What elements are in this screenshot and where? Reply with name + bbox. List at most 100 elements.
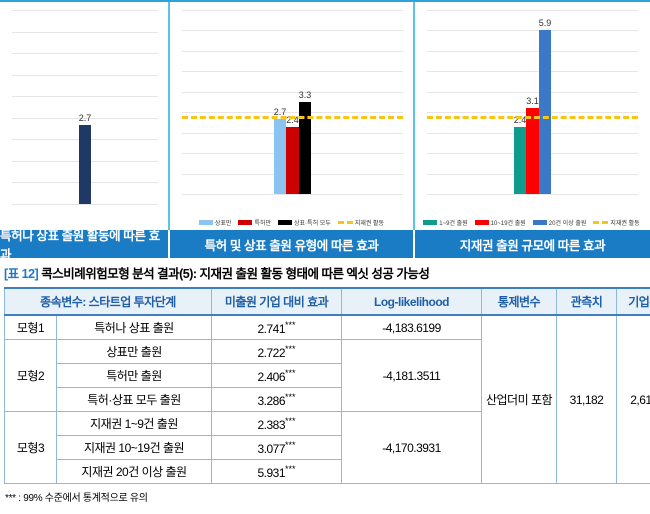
effect-value: 2.383*** — [211, 411, 342, 436]
model-label: 모형2 — [4, 339, 57, 412]
control-variable-value: 산업더미 포함 — [481, 314, 557, 484]
bar-value-label: 3.3 — [298, 90, 312, 100]
legend-swatch — [337, 221, 353, 224]
variable-label: 특허만 출원 — [56, 363, 212, 388]
results-table: 종속변수: 스타트업 투자단계 미출원 기업 대비 효과 Log-likelih… — [4, 287, 650, 484]
legend-item: 상표만 — [198, 218, 232, 227]
model-label: 모형3 — [4, 411, 57, 484]
legend-swatch — [198, 220, 213, 225]
legend-label: 상표만 — [214, 221, 232, 227]
plot-area-3: 2.4 3.1 5.9 — [427, 10, 638, 195]
variable-label: 지재권 1~9건 출원 — [56, 411, 212, 436]
bar-item: 3.3 — [298, 10, 312, 194]
panel-captions: 특허나 상표 출원 활동에 따른 효과 특허 및 상표 출원 유형에 따른 효과… — [0, 229, 650, 262]
table-title: [표 12] 콕스비례위험모형 분석 결과(5): 지재권 출원 활동 형태에 … — [0, 256, 650, 287]
bar-rect — [78, 124, 92, 204]
table-row: 특허만 출원 2.406*** — [5, 363, 650, 388]
legend-item: 지재권 활동 — [337, 218, 385, 227]
legend-swatch — [423, 220, 438, 225]
variable-label: 특허나 상표 출원 — [56, 314, 212, 340]
reference-line-3 — [427, 115, 638, 119]
variable-label: 특허·상표 모두 출원 — [56, 387, 212, 412]
legend-label: 20건 이상 출원 — [548, 221, 587, 227]
legend-item: 지재권 활동 — [593, 218, 640, 227]
legend-swatch — [593, 221, 609, 224]
bar-value-label: 2.4 — [513, 115, 527, 126]
bar-item: 3.1 — [526, 10, 539, 194]
bar-value-label: 5.9 — [538, 17, 552, 28]
legend-label: 지재권 활동 — [354, 221, 385, 227]
effect-value: 5.931*** — [211, 459, 342, 484]
legend-item: 1~9건 출원 — [423, 218, 468, 227]
reference-line-2 — [182, 115, 403, 119]
plot-area-2: 2.7 2.4 3.3 — [182, 10, 403, 195]
bar-rect — [538, 29, 552, 194]
table-header-row: 종속변수: 스타트업 투자단계 미출원 기업 대비 효과 Log-likelih… — [4, 287, 650, 316]
bar-item: 2.4 — [286, 10, 299, 194]
model-label: 모형1 — [4, 314, 57, 340]
panel-caption-3: 지재권 출원 규모에 따른 효과 — [415, 230, 650, 258]
loglikelihood-value: -4,183.6199 — [341, 314, 482, 340]
legend-label: 1~9건 출원 — [439, 221, 468, 227]
chart-figure: 2.7 2.7 2.4 3.3 상표만 특허만 상표·특허 모두 지재권 활동 2.4 3.… — [0, 0, 650, 262]
header-observations: 관측치 — [556, 287, 617, 316]
header-firms: 기업수 — [616, 287, 650, 316]
legend-label: 상표·특허 모두 — [294, 221, 331, 227]
bar-rect — [526, 107, 539, 194]
bar-group-3: 2.4 3.1 5.9 — [427, 10, 638, 194]
effect-value: 3.077*** — [211, 435, 342, 460]
header-dependent-variable: 종속변수: 스타트업 투자단계 — [4, 287, 212, 316]
legend-label: 10~19건 출원 — [490, 221, 526, 227]
variable-label: 지재권 10~19건 출원 — [56, 435, 212, 460]
legend-label: 특허만 — [254, 221, 272, 227]
bar-item: 2.7 — [78, 10, 92, 204]
plot-area-1: 2.7 — [12, 10, 158, 205]
header-control-variable: 통제변수 — [481, 287, 557, 316]
bar-item: 5.9 — [538, 10, 552, 194]
table-row: 모형1 특허나 상표 출원 2.741*** -4,183.6199 산업더미 포함 31… — [4, 314, 650, 484]
legend-swatch — [238, 220, 253, 225]
legend-item: 특허만 — [238, 218, 271, 227]
chart-panel-2: 2.7 2.4 3.3 상표만 특허만 상표·특허 모두 지재권 활동 — [170, 2, 415, 230]
bar-rect — [273, 118, 287, 194]
significance-marker: *** — [285, 319, 296, 330]
significance-marker: *** — [285, 439, 296, 450]
variable-label: 상표만 출원 — [56, 339, 212, 364]
header-effect: 미출원 기업 대비 효과 — [211, 287, 342, 316]
effect-value: 2.741*** — [211, 314, 342, 340]
bar-value-label: 2.4 — [286, 115, 299, 126]
bar-group-2: 2.7 2.4 3.3 — [182, 10, 403, 194]
bar-item: 2.7 — [273, 10, 287, 194]
effect-value: 3.286*** — [211, 387, 342, 412]
firms-value: 2,615 — [616, 314, 650, 484]
panel-caption-1: 특허나 상표 출원 활동에 따른 효과 — [0, 229, 170, 262]
bar-value-label: 2.7 — [78, 112, 92, 123]
loglikelihood-value: -4,170.3931 — [341, 411, 482, 484]
legend-2: 상표만 특허만 상표·특허 모두 지재권 활동 — [170, 218, 413, 227]
header-loglikelihood: Log-likelihood — [341, 287, 482, 316]
table-note: *** : 99% 수준에서 통계적으로 유의 — [5, 493, 148, 504]
significance-marker: *** — [285, 415, 296, 426]
legend-item: 10~19건 출원 — [474, 218, 526, 227]
chart-panels: 2.7 2.7 2.4 3.3 상표만 특허만 상표·특허 모두 지재권 활동 2.4 3.… — [0, 2, 650, 230]
legend-3: 1~9건 출원 10~19건 출원 20건 이상 출원 지재권 활동 — [415, 218, 648, 227]
bar-item: 2.4 — [513, 10, 527, 194]
effect-value: 2.406*** — [211, 363, 342, 388]
significance-marker: *** — [285, 463, 296, 474]
significance-marker: *** — [285, 367, 296, 378]
table-block: [표 12] 콕스비례위험모형 분석 결과(5): 지재권 출원 활동 형태에 … — [0, 256, 650, 504]
legend-swatch — [278, 220, 293, 225]
bar-group-1: 2.7 — [12, 10, 158, 204]
table-row: 모형3 지재권 1~9건 출원 2.383*** -4,170.3931 — [4, 411, 650, 484]
bar-value-label: 2.7 — [273, 106, 287, 117]
table-tag: [표 12] — [4, 267, 39, 281]
loglikelihood-value: -4,181.3511 — [341, 339, 482, 412]
table-row: 지재권 10~19건 출원 3.077*** — [5, 435, 650, 460]
legend-item: 20건 이상 출원 — [532, 218, 587, 227]
significance-marker: *** — [285, 391, 296, 402]
legend-swatch — [474, 220, 489, 225]
variable-label: 지재권 20건 이상 출원 — [56, 459, 212, 484]
effect-value: 2.722*** — [211, 339, 342, 364]
table-title-text: 콕스비례위험모형 분석 결과(5): 지재권 출원 활동 형태에 따른 엑싯 성… — [41, 267, 430, 281]
chart-panel-1: 2.7 — [0, 2, 170, 230]
